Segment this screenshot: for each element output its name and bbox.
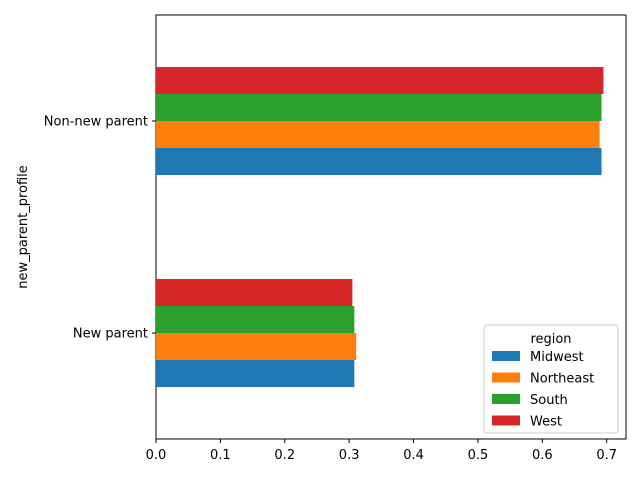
legend-swatch-northeast	[492, 372, 520, 383]
x-tick-label: 0.7	[596, 448, 617, 463]
x-ticks-group: 0.0 0.1 0.2 0.3 0.4 0.5 0.6 0.7	[146, 439, 617, 463]
y-axis-label: new_parent_profile	[16, 165, 31, 289]
legend-items: Midwest Northeast South West	[492, 350, 594, 430]
legend-label-midwest: Midwest	[530, 350, 584, 365]
legend-swatch-midwest	[492, 351, 520, 361]
x-tick-label: 0.1	[210, 448, 231, 463]
legend-title: region	[530, 332, 571, 347]
bar-midwest-new-parent	[156, 360, 355, 387]
y-ticks-group: New parent Non-new parent	[44, 115, 156, 342]
legend-label-south: South	[530, 393, 568, 408]
legend-swatch-south	[492, 394, 520, 404]
bar-northeast-new-parent	[156, 333, 357, 360]
y-tick-label: New parent	[73, 327, 148, 342]
x-tick-label: 0.3	[339, 448, 360, 463]
bar-south-non-new-parent	[156, 94, 602, 121]
bar-midwest-non-new-parent	[156, 148, 602, 175]
y-tick-label: Non-new parent	[44, 115, 148, 130]
legend-label-west: West	[530, 415, 562, 430]
legend: region Midwest Northeast South West	[483, 324, 619, 434]
bars-group	[156, 67, 604, 387]
legend-swatch-west	[492, 415, 520, 426]
bar-west-new-parent	[156, 279, 353, 306]
plot-area-frame	[155, 14, 627, 440]
x-tick-label: 0.2	[274, 448, 295, 463]
x-tick-label: 0.4	[403, 448, 424, 463]
x-tick-label: 0.6	[532, 448, 553, 463]
bar-west-non-new-parent	[156, 67, 604, 94]
legend-label-northeast: Northeast	[530, 372, 594, 387]
bar-northeast-non-new-parent	[156, 121, 600, 148]
x-tick-label: 0.5	[468, 448, 489, 463]
bar-south-new-parent	[156, 306, 355, 333]
x-tick-label: 0.0	[146, 448, 167, 463]
